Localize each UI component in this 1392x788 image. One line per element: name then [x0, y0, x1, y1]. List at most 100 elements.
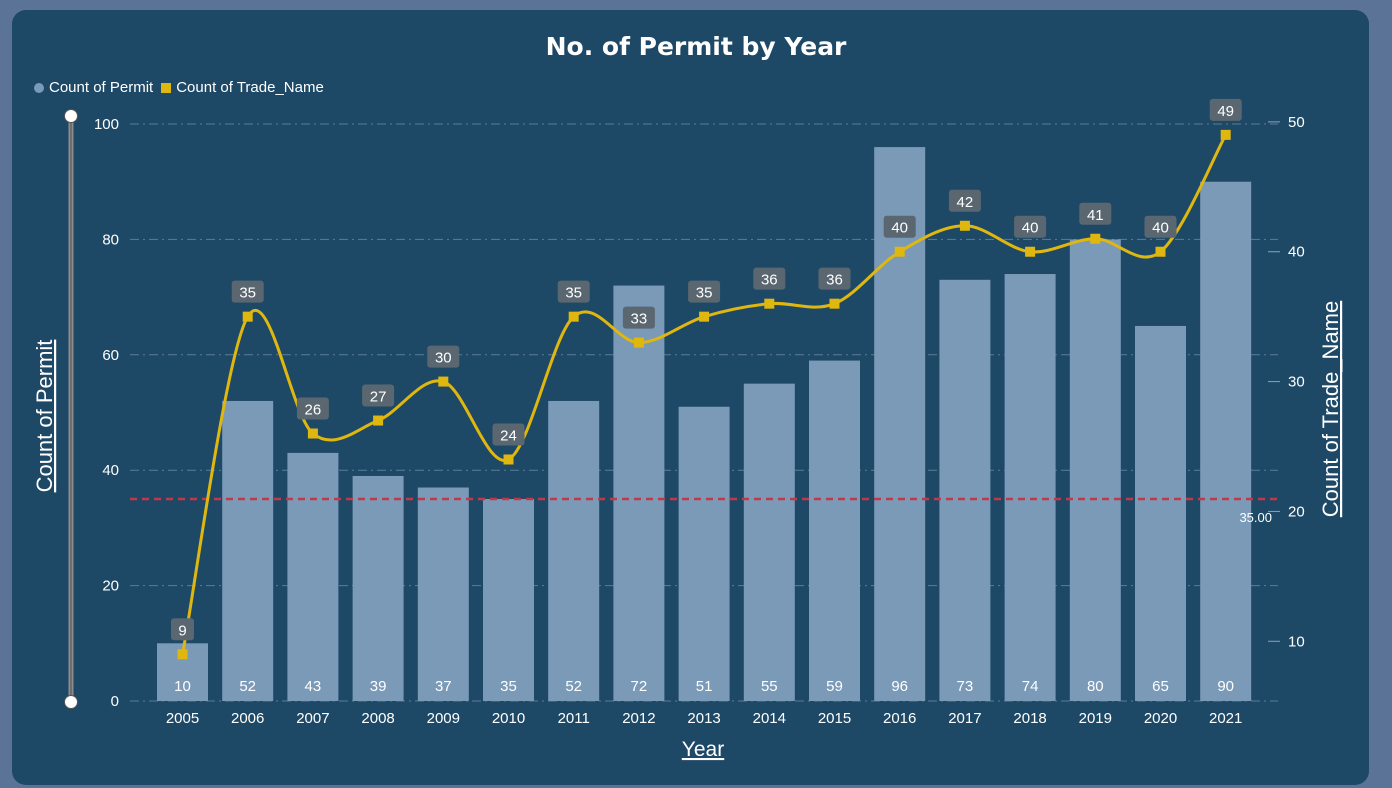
bar	[417, 487, 469, 701]
bar-value-label: 51	[696, 678, 713, 695]
line-data-label: 35	[565, 285, 582, 302]
data-label-box	[1014, 215, 1047, 238]
line-point	[373, 415, 384, 426]
data-label-box	[1144, 215, 1177, 238]
bar	[287, 452, 339, 701]
bar-value-label: 52	[565, 678, 582, 695]
line-data-label: 33	[631, 311, 648, 328]
x-tick-label: 2015	[818, 710, 851, 727]
bar	[483, 499, 534, 701]
bar	[548, 400, 600, 701]
zoom-slider-handle-top[interactable]	[64, 109, 78, 123]
line-point	[438, 376, 449, 387]
bar	[1069, 239, 1121, 701]
y2-axis-title: Count of Trade_Name	[1318, 301, 1343, 517]
data-label-box	[883, 215, 916, 238]
line-point	[177, 649, 188, 660]
bar	[1135, 325, 1186, 701]
line-data-label: 26	[305, 402, 322, 419]
line-point	[1090, 233, 1101, 244]
bar	[1004, 274, 1056, 701]
x-axis-title: Year	[682, 738, 724, 761]
line-point	[894, 246, 905, 257]
x-tick-label: 2010	[492, 710, 525, 727]
line-data-label: 41	[1087, 207, 1104, 224]
line-data-label: 30	[435, 350, 452, 367]
legend-label-permit: Count of Permit	[49, 79, 154, 96]
x-tick-label: 2005	[166, 710, 199, 727]
data-label-box	[231, 280, 264, 303]
data-label-box	[753, 267, 786, 290]
line-data-label: 35	[239, 285, 256, 302]
data-label-box	[171, 618, 194, 641]
x-tick-label: 2019	[1079, 710, 1112, 727]
data-label-box	[296, 397, 329, 420]
legend-label-trade-name: Count of Trade_Name	[176, 79, 324, 96]
y-tick-label: 40	[102, 462, 119, 479]
y-tick-label: 20	[102, 578, 119, 595]
x-tick-label: 2016	[883, 710, 916, 727]
x-tick-label: 2021	[1209, 710, 1242, 727]
data-label-box	[948, 189, 981, 212]
line-point	[959, 220, 970, 231]
y2-tick-label: 50	[1288, 114, 1305, 131]
line-point	[1220, 129, 1231, 140]
y2-tick-label: 10	[1288, 633, 1305, 650]
data-label-box	[492, 423, 525, 446]
bar	[1200, 181, 1252, 701]
data-label-box	[818, 267, 851, 290]
bar	[874, 147, 926, 701]
zoom-slider-handle-bottom[interactable]	[64, 695, 78, 709]
bar-value-label: 80	[1087, 678, 1104, 695]
data-label-box	[427, 345, 460, 368]
bar	[678, 406, 730, 701]
data-label-box	[557, 280, 590, 303]
line-data-label: 9	[178, 622, 186, 639]
line-data-label: 36	[761, 272, 778, 289]
line-data-label: 24	[500, 427, 517, 444]
line-point	[1025, 246, 1036, 257]
y2-tick-label: 30	[1288, 374, 1305, 391]
y-axis-title: Count of Permit	[32, 340, 57, 493]
bar	[222, 400, 274, 701]
line-point	[1155, 246, 1166, 257]
bar-value-label: 43	[305, 678, 322, 695]
line-data-label: 36	[826, 272, 843, 289]
bar	[809, 360, 860, 701]
bar	[352, 475, 404, 701]
line-point	[503, 454, 514, 465]
line-data-label: 35	[696, 285, 713, 302]
bar	[939, 279, 991, 701]
bar-value-label: 59	[826, 678, 843, 695]
legend-item-permit[interactable]: Count of Permit	[34, 79, 153, 96]
line-data-label: 40	[1152, 220, 1169, 237]
x-tick-label: 2018	[1013, 710, 1046, 727]
y-tick-label: 60	[102, 347, 119, 364]
x-tick-label: 2009	[427, 710, 460, 727]
legend-marker-circle	[34, 82, 44, 93]
x-tick-label: 2008	[361, 710, 394, 727]
bar	[613, 285, 665, 701]
data-label-box	[688, 280, 721, 303]
x-tick-label: 2014	[753, 710, 786, 727]
data-label-box	[1209, 98, 1242, 121]
line-data-label: 49	[1217, 103, 1234, 120]
x-tick-label: 2012	[622, 710, 655, 727]
legend-marker-square	[161, 82, 172, 93]
x-tick-label: 2020	[1144, 710, 1177, 727]
line-data-label: 42	[957, 194, 974, 211]
legend-item-trade-name[interactable]: Count of Trade_Name	[161, 79, 324, 96]
line-data-label: 40	[891, 220, 908, 237]
x-tick-label: 2006	[231, 710, 264, 727]
x-tick-label: 2011	[558, 710, 590, 727]
bar-value-label: 10	[174, 678, 191, 695]
line-point	[307, 428, 318, 439]
bar-value-label: 74	[1022, 678, 1039, 695]
data-label-box	[362, 384, 395, 407]
y-tick-label: 80	[102, 231, 119, 248]
line-point	[242, 311, 253, 322]
line-point	[699, 311, 710, 322]
line-point	[764, 298, 775, 309]
y2-tick-label: 40	[1288, 244, 1305, 261]
